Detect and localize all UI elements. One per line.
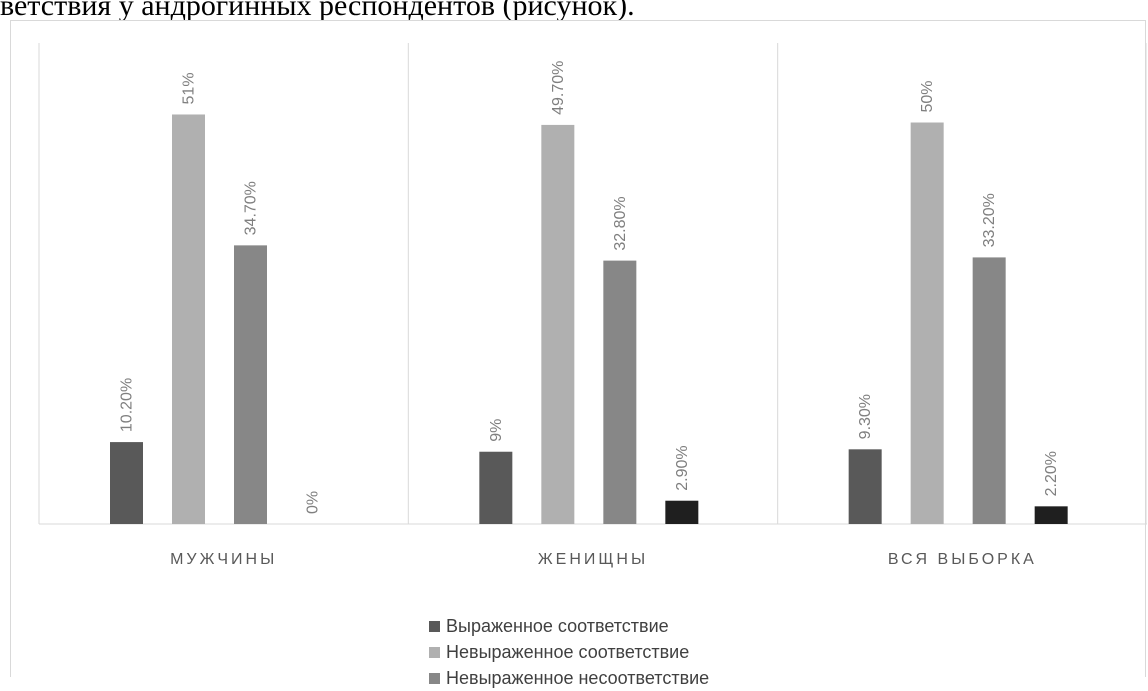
heading-text-fragment: ветствия у андрогинных респондентов (рис… <box>0 0 635 22</box>
data-label-1-2: 51% <box>181 72 198 104</box>
data-label-2-2: 49.70% <box>550 61 567 115</box>
bar-3-3 <box>972 257 1006 524</box>
legend: Выраженное соответствие Невыраженное соо… <box>429 613 709 691</box>
bar-1-1 <box>110 442 143 524</box>
legend-label-3: Невыраженное несоответствие <box>446 667 710 688</box>
category-label-2: ЖЕНИЩНЫ <box>538 551 648 568</box>
data-label-2-1: 9% <box>488 419 505 442</box>
bar-2-3 <box>603 260 637 524</box>
data-label-2-3: 32.80% <box>612 196 629 250</box>
data-label-3-4: 2.20% <box>1043 451 1060 496</box>
legend-item-3: Невыраженное несоответствие <box>429 665 709 691</box>
legend-item-1: Выраженное соответствие <box>429 613 709 639</box>
bar-2-2 <box>541 124 575 524</box>
bar-1-2 <box>172 114 205 524</box>
bar-1-3 <box>234 245 267 524</box>
legend-label-1: Выраженное соответствие <box>446 615 669 636</box>
chart-frame: 10.20% 51% 34.70% 0% МУЖЧИНЫ 9% 49.70% 32.80% 2.… <box>10 20 1147 688</box>
data-label-1-1: 10.20% <box>119 378 136 432</box>
bar-3-2 <box>910 122 944 524</box>
data-label-2-4: 2.90% <box>674 445 691 490</box>
category-label-1: МУЖЧИНЫ <box>170 551 277 568</box>
bar-2-1 <box>479 451 513 524</box>
legend-label-2: Невыраженное соответствие <box>446 641 690 662</box>
data-label-3-2: 50% <box>919 80 936 112</box>
data-label-3-1: 9.30% <box>857 394 874 439</box>
legend-swatch-2 <box>429 646 440 658</box>
bar-chart: 10.20% 51% 34.70% 0% МУЖЧИНЫ 9% 49.70% 32.80% 2.… <box>38 43 1147 568</box>
legend-item-2: Невыраженное соответствие <box>429 639 709 665</box>
data-label-1-3: 34.70% <box>243 181 260 235</box>
bar-3-4 <box>1034 506 1068 524</box>
data-label-3-3: 33.20% <box>981 193 998 247</box>
bar-2-4 <box>665 500 699 524</box>
category-label-3: ВСЯ ВЫБОРКА <box>888 551 1037 568</box>
legend-swatch-3 <box>429 672 440 684</box>
bar-3-1 <box>848 449 882 524</box>
legend-swatch-1 <box>429 620 440 632</box>
data-label-1-4: 0% <box>305 491 322 514</box>
